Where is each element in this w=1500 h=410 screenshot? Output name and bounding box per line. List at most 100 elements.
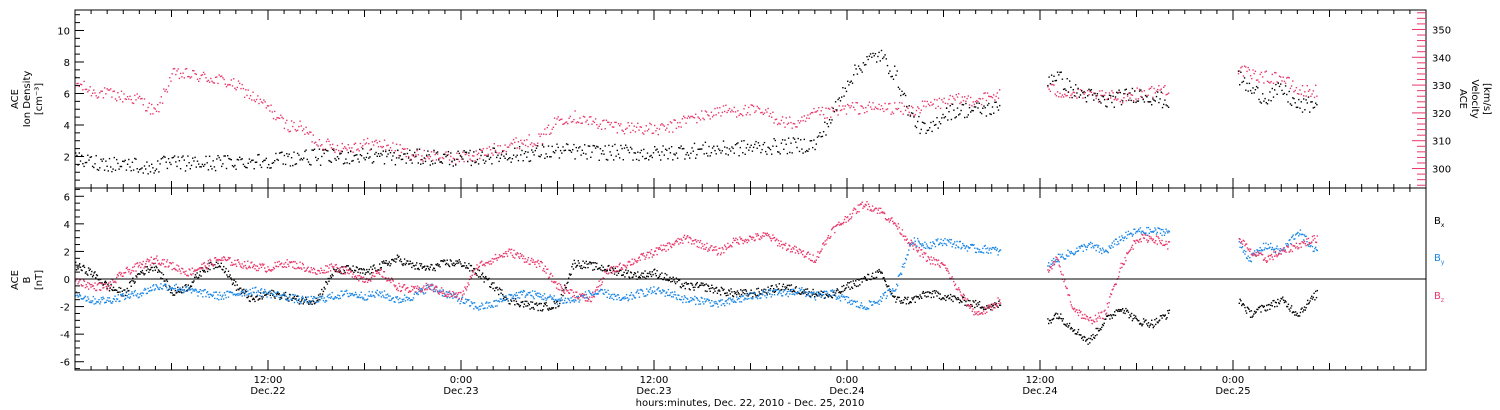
data-point (1105, 318, 1107, 320)
data-point (448, 296, 451, 299)
data-point (978, 303, 980, 306)
data-point (545, 153, 547, 155)
data-point (733, 291, 735, 293)
data-point (613, 159, 615, 161)
data-point (414, 268, 416, 270)
data-point (116, 158, 118, 161)
data-point (758, 108, 761, 110)
data-point (181, 156, 183, 159)
data-point (428, 285, 431, 288)
data-point (366, 271, 369, 273)
data-point (83, 266, 86, 269)
data-point (192, 290, 194, 292)
data-point (173, 288, 175, 290)
data-point (582, 152, 585, 154)
data-point (453, 262, 455, 264)
data-point (503, 296, 505, 298)
data-point (910, 112, 913, 114)
data-point (629, 131, 632, 134)
data-point (554, 302, 556, 305)
data-point (325, 281, 328, 283)
data-point (284, 291, 287, 294)
data-point (1130, 232, 1132, 234)
data-point (491, 152, 493, 154)
data-point (643, 295, 645, 297)
data-point (305, 298, 308, 300)
data-point (846, 284, 848, 286)
data-point (617, 123, 620, 125)
data-point (619, 299, 621, 301)
data-point (272, 117, 275, 120)
data-point (522, 306, 525, 308)
data-point (1132, 100, 1135, 102)
data-point (881, 272, 883, 274)
data-point (300, 157, 302, 160)
data-point (323, 297, 325, 299)
data-point (751, 298, 753, 300)
data-point (1157, 322, 1159, 324)
data-point (650, 292, 653, 295)
data-point (352, 159, 354, 162)
data-point (797, 291, 800, 294)
data-point (444, 260, 446, 262)
data-point (947, 103, 949, 105)
data-point (558, 119, 561, 121)
data-point (785, 294, 787, 296)
data-point (469, 305, 471, 307)
data-point (181, 292, 183, 294)
data-point (615, 295, 617, 297)
data-point (1249, 310, 1251, 313)
data-point (1268, 247, 1270, 249)
data-point (223, 265, 225, 268)
data-point (399, 260, 401, 262)
data-point (635, 158, 638, 161)
data-point (1118, 308, 1120, 311)
data-point (579, 299, 581, 301)
data-point (699, 119, 702, 121)
data-point (426, 155, 428, 157)
data-point (951, 246, 953, 248)
data-point (1129, 233, 1131, 235)
data-point (626, 297, 629, 299)
data-point (721, 150, 723, 152)
data-point (898, 101, 901, 104)
data-point (323, 286, 325, 289)
data-point (563, 289, 565, 291)
data-point (698, 117, 700, 119)
data-point (156, 285, 158, 287)
data-point (745, 290, 748, 292)
data-point (1065, 325, 1068, 327)
data-point (123, 289, 125, 291)
data-point (955, 116, 957, 118)
data-point (832, 294, 834, 296)
data-point (272, 161, 275, 164)
data-point (401, 147, 404, 150)
data-point (210, 77, 212, 80)
data-point (736, 116, 738, 118)
data-point (190, 288, 192, 291)
data-point (567, 143, 569, 146)
data-point (932, 241, 934, 243)
data-point (931, 104, 933, 106)
data-point (1110, 95, 1112, 97)
data-point (79, 279, 81, 281)
data-point (383, 290, 386, 292)
data-point (75, 261, 77, 264)
data-point (435, 159, 438, 161)
data-point (850, 303, 852, 306)
data-point (148, 271, 150, 273)
data-point (910, 105, 913, 108)
data-point (1270, 80, 1272, 83)
data-point (765, 289, 767, 291)
data-point (487, 153, 489, 155)
data-point (1313, 250, 1315, 252)
data-point (198, 80, 200, 82)
data-point (1139, 227, 1142, 229)
data-point (357, 148, 359, 150)
data-point (1297, 231, 1299, 234)
data-point (989, 247, 991, 249)
data-point (441, 260, 444, 262)
data-point (351, 147, 353, 149)
data-point (1295, 233, 1298, 235)
data-point (403, 148, 405, 150)
